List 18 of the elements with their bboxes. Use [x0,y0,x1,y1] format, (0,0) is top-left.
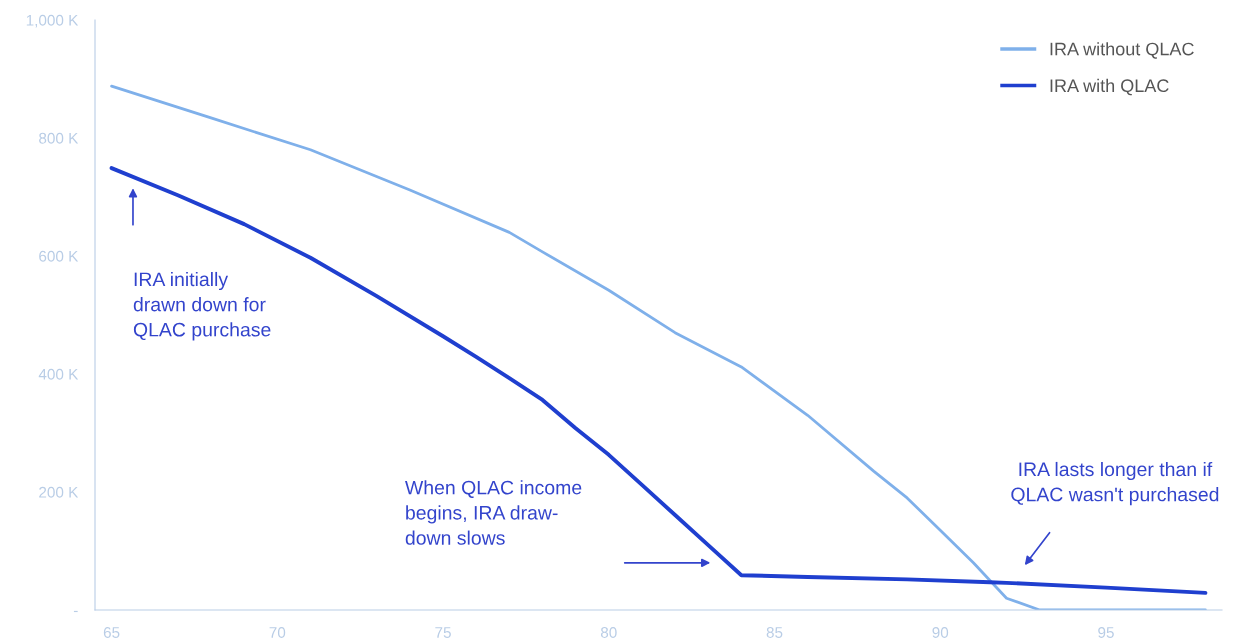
y-tick-label: 1,000 K [26,14,79,28]
x-tick-label: 75 [435,627,451,638]
y-tick-label: 400 K [38,368,79,380]
legend-label: IRA without QLAC [1050,42,1194,59]
x-tick-label: 85 [766,627,783,638]
x-tick-label: 90 [932,627,949,638]
legend-label: IRA with QLAC [1050,78,1169,96]
y-tick-label: - [73,610,78,613]
annotation: When QLAC income begins, IRA draw- down slows [405,480,582,545]
x-tick-label: 95 [1098,627,1114,638]
x-tick-label: 65 [103,627,120,638]
annotation: IRA lasts longer than if QLAC wasn't purchased [1011,461,1219,506]
y-tick-label: 600 K [39,250,79,262]
x-tick-label: 80 [600,627,617,638]
x-tick-label: 70 [269,627,286,638]
y-tick-label: 800 K [39,132,79,144]
annotation: IRA initially drawn down for QLAC purchase [133,271,271,341]
y-tick-label: 200 K [39,486,79,498]
